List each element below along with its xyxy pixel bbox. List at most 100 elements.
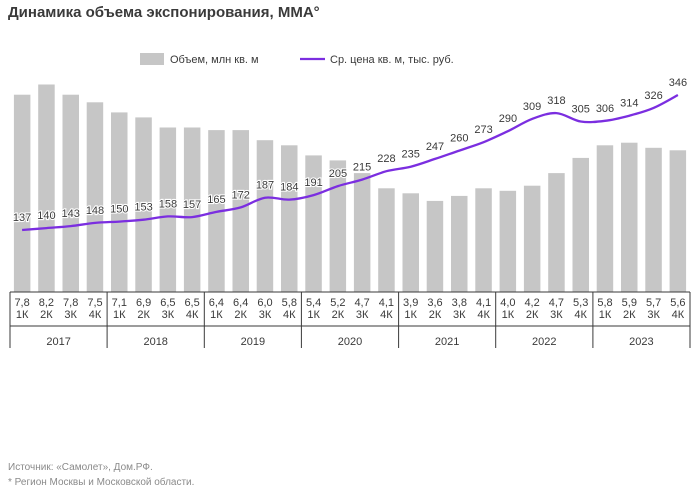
bar [621, 142, 638, 292]
quarter-tick-label: 3К [162, 309, 175, 321]
line-value-label: 205 [329, 168, 347, 180]
bar [38, 84, 55, 292]
legend-bar-swatch [140, 53, 164, 65]
quarter-tick-label: 1К [113, 309, 126, 321]
quarter-tick-label: 2К [332, 309, 345, 321]
line-value-label: 191 [304, 177, 322, 189]
bar-value-label: 4,1 [379, 297, 394, 309]
bar [451, 195, 468, 292]
bar-value-label: 5,8 [597, 297, 612, 309]
line-value-label: 215 [353, 162, 371, 174]
line-value-label: 273 [474, 124, 492, 136]
quarter-tick-label: 1К [599, 309, 612, 321]
bar-value-label: 7,5 [87, 297, 102, 309]
bar [111, 112, 128, 293]
line-value-label: 172 [232, 189, 250, 201]
line-value-label: 247 [426, 141, 444, 153]
year-tick-label: 2022 [532, 336, 556, 348]
bar [256, 140, 274, 292]
quarter-tick-label: 1К [404, 309, 417, 321]
bar-value-label: 5,9 [622, 297, 637, 309]
bar-value-label: 5,4 [306, 297, 321, 309]
bar [426, 200, 444, 292]
line-value-label: 187 [256, 180, 274, 192]
line-value-label: 153 [134, 202, 152, 214]
line-value-label: 326 [644, 90, 662, 102]
quarter-tick-label: 4К [672, 309, 685, 321]
bar [572, 157, 589, 292]
quarter-tick-label: 2К [137, 309, 150, 321]
bar-value-label: 7,1 [112, 297, 127, 309]
quarter-tick-label: 4К [380, 309, 393, 321]
bar [183, 127, 201, 292]
line-value-label: 260 [450, 133, 468, 145]
line-value-label: 140 [37, 210, 55, 222]
chart-title: Динамика объема экспонирования, ММА° [8, 4, 320, 21]
bar-value-label: 6,4 [233, 297, 248, 309]
bar [86, 102, 104, 293]
bar-value-label: 5,6 [670, 297, 685, 309]
bar [402, 193, 419, 292]
line-value-label: 314 [620, 98, 638, 110]
quarter-tick-label: 2К [429, 309, 442, 321]
line-value-label: 137 [13, 212, 31, 224]
bar-value-label: 6,9 [136, 297, 151, 309]
year-tick-label: 2018 [143, 336, 167, 348]
year-tick-label: 2017 [46, 336, 70, 348]
source-note: Источник: «Самолет», Дом.РФ. [8, 462, 153, 473]
bar-value-label: 5,8 [282, 297, 297, 309]
legend-bar-label: Объем, млн кв. м [170, 54, 259, 66]
bar [159, 127, 177, 292]
bar-value-label: 3,6 [427, 297, 442, 309]
quarter-tick-label: 4К [89, 309, 102, 321]
quarter-tick-label: 4К [477, 309, 490, 321]
bar [62, 94, 79, 292]
quarter-tick-label: 1К [210, 309, 223, 321]
quarter-tick-label: 3К [647, 309, 660, 321]
line-value-label: 150 [110, 204, 128, 216]
bar-value-label: 6,5 [160, 297, 175, 309]
bar [135, 117, 152, 293]
line-value-label: 158 [159, 198, 177, 210]
bar-value-label: 6,5 [184, 297, 199, 309]
bar [13, 94, 31, 292]
bar-value-label: 3,8 [452, 297, 467, 309]
quarter-tick-label: 2К [234, 309, 247, 321]
bar [232, 130, 249, 292]
bar-value-label: 5,2 [330, 297, 345, 309]
quarter-tick-label: 2К [526, 309, 539, 321]
quarter-tick-label: 3К [453, 309, 466, 321]
bar-value-label: 8,2 [39, 297, 54, 309]
quarter-tick-label: 4К [574, 309, 587, 321]
line-value-label: 148 [86, 205, 104, 217]
quarter-tick-label: 1К [502, 309, 515, 321]
quarter-tick-label: 3К [550, 309, 563, 321]
line-value-label: 157 [183, 199, 201, 211]
quarter-tick-label: 1К [307, 309, 320, 321]
bar-value-label: 4,7 [549, 297, 564, 309]
bar-value-label: 4,7 [354, 297, 369, 309]
line-value-label: 235 [402, 149, 420, 161]
line-value-label: 346 [669, 77, 687, 89]
bar-value-label: 5,3 [573, 297, 588, 309]
bar [305, 155, 322, 292]
quarter-tick-label: 4К [186, 309, 199, 321]
line-value-label: 306 [596, 103, 614, 115]
bar [548, 173, 565, 292]
bar [669, 150, 687, 292]
bar [281, 145, 298, 292]
legend-line-label: Ср. цена кв. м, тыс. руб. [330, 54, 454, 66]
line-value-label: 165 [207, 194, 225, 206]
quarter-tick-label: 4К [283, 309, 296, 321]
bar-value-label: 4,1 [476, 297, 491, 309]
legend: Объем, млн кв. м Ср. цена кв. м, тыс. ру… [140, 53, 454, 66]
quarter-tick-label: 3К [259, 309, 272, 321]
line-value-label: 318 [547, 95, 565, 107]
bar-value-label: 5,7 [646, 297, 661, 309]
line-value-label: 305 [572, 104, 590, 116]
quarter-tick-label: 1К [16, 309, 29, 321]
line-value-label: 143 [62, 208, 80, 220]
year-tick-label: 2019 [241, 336, 265, 348]
bar-value-label: 4,2 [524, 297, 539, 309]
